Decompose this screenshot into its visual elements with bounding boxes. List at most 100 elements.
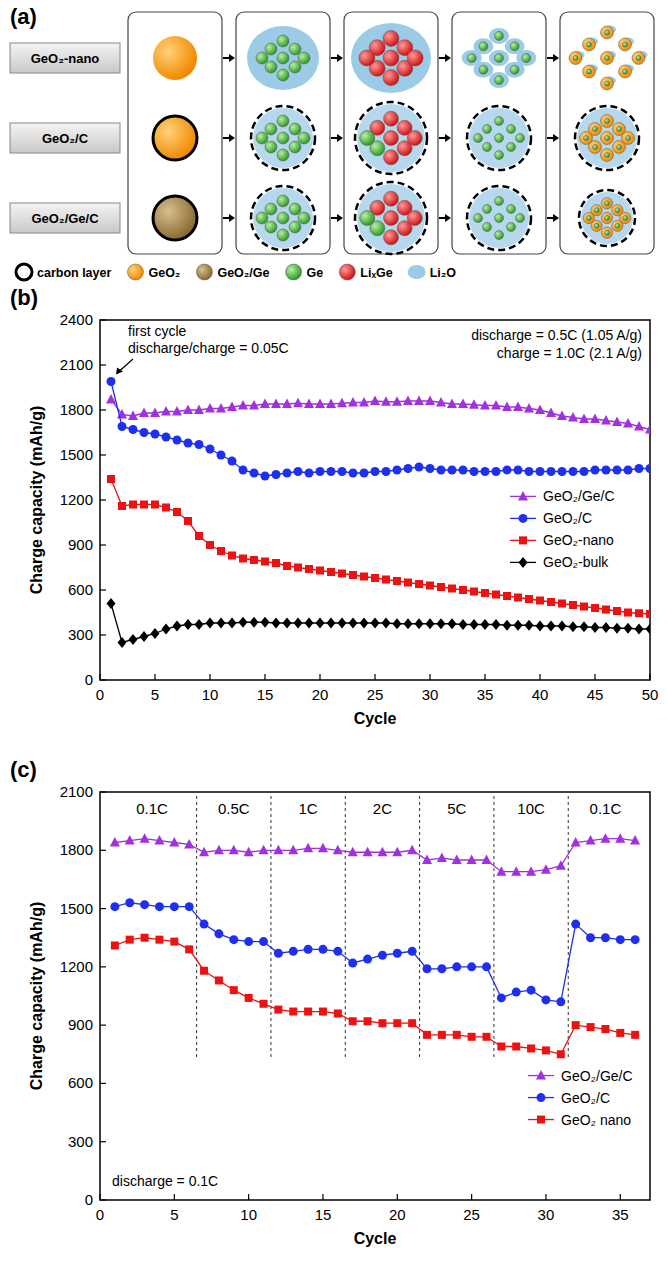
li2o [469,108,529,168]
stage-drawing [153,116,197,160]
particle [619,65,632,78]
x-tick [374,674,375,680]
legend-label: GeO₂/Ge/C [561,1068,633,1084]
x-tick [322,1194,323,1200]
data-point [318,843,328,853]
data-point [422,855,432,865]
particle [601,149,614,162]
data-point [470,588,478,596]
particle [605,81,610,86]
rate-label: 0.1C [590,800,622,817]
panel-label: (c) [10,757,37,782]
data-point [634,421,644,431]
data-point [541,864,551,874]
data-point [271,399,281,409]
y-axis-title: Charge capacity (mAh/g) [28,902,45,1090]
y-tick [100,589,106,590]
data-point [239,555,247,563]
key-icon [286,264,302,280]
stage-drawing [247,26,319,90]
stage-drawing [351,23,431,93]
particle [384,230,399,245]
particle [474,134,483,143]
arrow-head [553,214,559,222]
data-point [541,995,550,1004]
data-point [214,845,224,855]
data-point [580,467,589,476]
key-icon [339,264,355,280]
data-point [129,634,138,645]
data-point [571,920,580,929]
arrow-head [337,214,343,222]
particle [289,141,301,153]
data-point [512,1043,520,1051]
data-point [199,847,209,857]
particle [277,35,289,47]
data-point [364,1017,372,1025]
data-point [382,467,391,476]
data-point [525,620,534,631]
data-point [527,986,536,995]
data-point [249,400,259,410]
series-line [115,903,635,1002]
particle [289,203,301,215]
stage-box [236,12,330,254]
row-label-box [10,203,120,233]
series-line [111,604,650,643]
data-point [261,617,270,628]
data-point [468,1033,476,1041]
data-point [200,920,209,929]
chart-panel: (b)0300600900120015001800210024000510152… [10,285,658,727]
data-point [601,1025,609,1033]
li2o [253,188,313,248]
data-point [459,466,468,475]
data-point [162,504,170,512]
key-icon [196,264,212,280]
particle [623,42,628,47]
data-point [338,570,346,578]
carbon-layer [575,106,639,170]
carbon-layer [467,186,531,250]
data-point [631,1031,639,1039]
data-point [404,618,413,629]
stage-drawing [251,106,315,170]
panel-label: (b) [10,285,38,310]
particle [384,211,399,226]
data-point [239,466,248,475]
particle [605,201,610,206]
data-point [184,839,194,849]
y-tick [100,908,106,909]
data-point [169,837,179,847]
data-point [244,937,253,946]
data-point [513,402,523,412]
data-point [250,617,259,628]
data-point [600,833,610,843]
y-tick [100,1141,106,1142]
data-point [569,601,577,609]
key-icon [408,265,426,279]
particle [256,132,268,144]
data-point [216,403,226,413]
y-tick-label: 900 [68,1016,93,1033]
data-point [173,621,182,632]
particle [483,205,492,214]
data-point [239,617,248,628]
data-point [316,618,325,629]
rate-boundary [270,796,271,1057]
panel-label: (a) [10,4,37,29]
data-point [407,845,417,855]
legend-marker [519,557,528,568]
particle [265,61,277,73]
data-point [245,994,253,1002]
x-tick-label: 35 [477,686,494,703]
particle [601,198,612,209]
data-point [535,405,545,415]
data-point [572,1021,580,1029]
y-tick-label: 1200 [60,958,93,975]
li2o [357,104,425,172]
data-point [580,621,589,632]
data-point [601,415,611,425]
data-point [557,1050,565,1058]
data-point [348,958,357,967]
x-tick-label: 0 [96,686,104,703]
